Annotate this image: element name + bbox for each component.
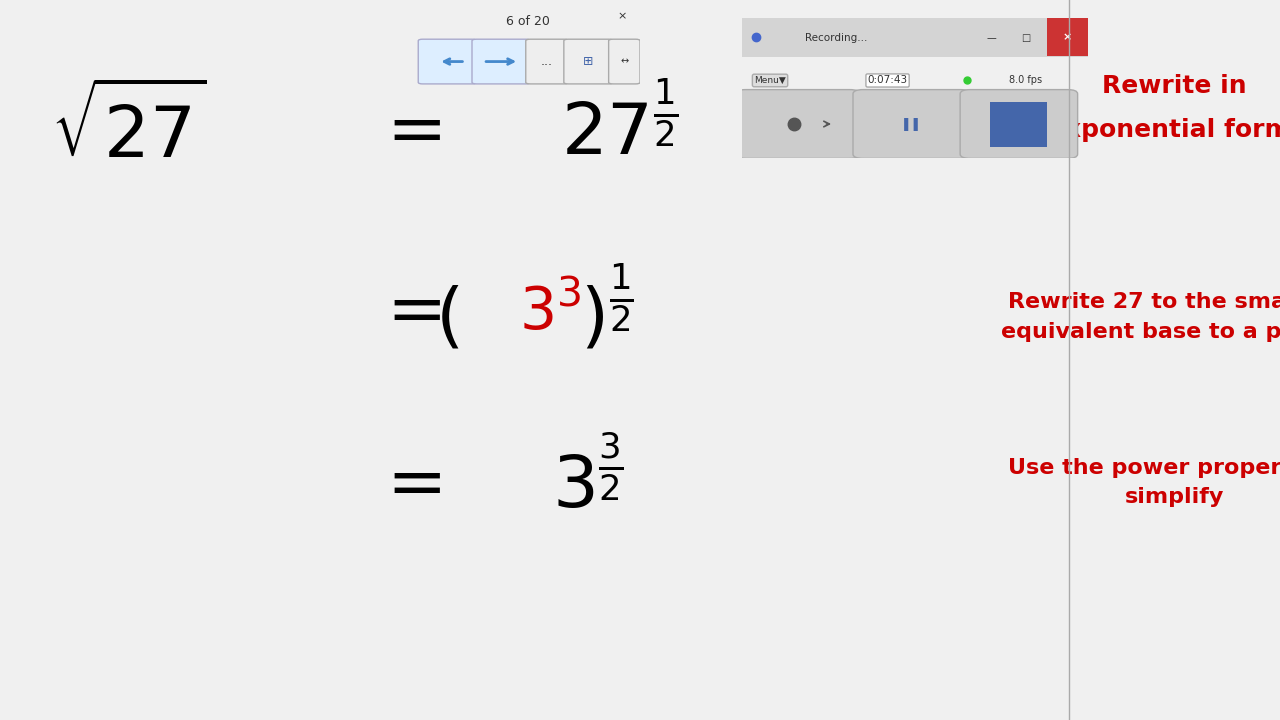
Text: ...: ... <box>541 55 553 68</box>
Text: —: — <box>987 32 996 42</box>
Text: ×: × <box>617 11 627 21</box>
Text: $(\ \ \ \ \ )^{\frac{1}{2}}$: $(\ \ \ \ \ )^{\frac{1}{2}}$ <box>435 266 634 354</box>
Text: Menu▼: Menu▼ <box>754 76 786 85</box>
Text: Rewrite 27 to the smallest
equivalent base to a power.: Rewrite 27 to the smallest equivalent ba… <box>1001 292 1280 341</box>
Text: ↔: ↔ <box>621 57 628 66</box>
Text: $3^{\frac{3}{2}}$: $3^{\frac{3}{2}}$ <box>552 442 623 523</box>
FancyBboxPatch shape <box>960 89 1078 158</box>
Text: 0:07:43: 0:07:43 <box>868 76 908 86</box>
Text: 8.0 fps: 8.0 fps <box>1009 76 1042 86</box>
FancyBboxPatch shape <box>609 39 640 84</box>
FancyBboxPatch shape <box>742 18 1088 58</box>
FancyBboxPatch shape <box>852 89 970 158</box>
FancyBboxPatch shape <box>1047 18 1088 56</box>
FancyBboxPatch shape <box>526 39 568 84</box>
Text: $=$: $=$ <box>371 447 440 518</box>
FancyBboxPatch shape <box>736 89 860 158</box>
Text: $3^3$: $3^3$ <box>520 284 581 342</box>
Text: $=$: $=$ <box>371 274 440 345</box>
Text: $27^{\frac{1}{2}}$: $27^{\frac{1}{2}}$ <box>562 90 678 169</box>
Text: ×: × <box>1062 32 1071 42</box>
Text: ❚❚: ❚❚ <box>901 117 923 130</box>
Text: □: □ <box>1021 32 1030 42</box>
Text: $\sqrt{27}$: $\sqrt{27}$ <box>51 86 206 173</box>
Text: Rewrite in: Rewrite in <box>1102 74 1247 99</box>
FancyBboxPatch shape <box>989 102 1047 147</box>
Text: exponential form.: exponential form. <box>1048 117 1280 142</box>
Text: 6 of 20: 6 of 20 <box>506 15 550 28</box>
FancyBboxPatch shape <box>419 39 476 84</box>
Text: Use the power property to
simplify: Use the power property to simplify <box>1009 458 1280 507</box>
Text: Recording...: Recording... <box>805 32 867 42</box>
FancyBboxPatch shape <box>472 39 530 84</box>
Text: $=$: $=$ <box>371 94 440 165</box>
FancyBboxPatch shape <box>564 39 613 84</box>
Text: ⊞: ⊞ <box>584 55 594 68</box>
